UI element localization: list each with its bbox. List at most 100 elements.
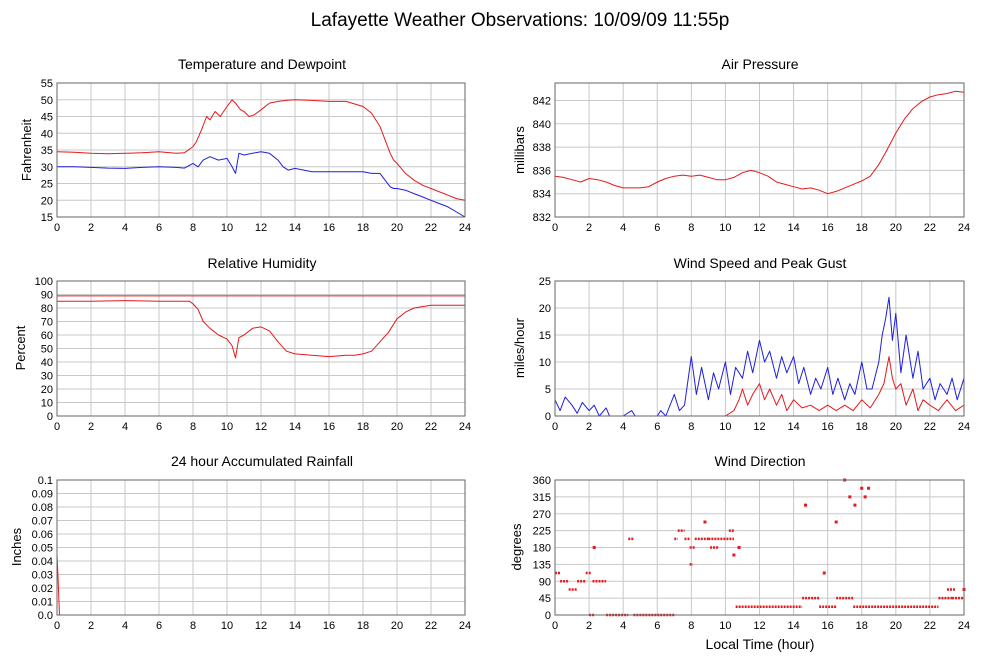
wind-xtick-label-5: 10	[719, 421, 731, 433]
direction-ytick-label-2: 90	[539, 576, 551, 588]
pressure-xtick-label-9: 18	[856, 222, 868, 234]
direction-frame	[554, 479, 965, 616]
temp-xtick-label-7: 14	[289, 222, 301, 234]
humidity-frame	[56, 280, 466, 417]
pressure-chart-ylabel: millibars	[512, 126, 527, 174]
rain-xtick-label-12: 24	[459, 620, 471, 632]
temp-ytick-label-1: 20	[41, 195, 53, 207]
temp-ytick-label-7: 50	[41, 95, 53, 107]
humidity-ytick-label-4: 40	[41, 357, 53, 369]
rain-xtick-label-2: 4	[122, 620, 128, 632]
rain-xtick-label-1: 2	[88, 620, 94, 632]
humidity-ytick-label-10: 100	[35, 276, 53, 288]
wind-ytick-label-1: 5	[545, 384, 551, 396]
wind-ytick-label-0: 0	[545, 411, 551, 423]
direction-xtick-label-0: 0	[552, 620, 558, 632]
wind-direction-chart-title: Wind Direction	[714, 453, 805, 469]
direction-point-3	[737, 546, 741, 549]
direction-xtick-label-9: 18	[856, 620, 868, 632]
pressure-xtick-label-6: 12	[753, 222, 765, 234]
pressure-ytick-label-2: 836	[533, 165, 551, 177]
humidity-xtick-label-9: 18	[357, 421, 369, 433]
rain-ytick-label-3: 0.03	[32, 570, 53, 582]
rain-ytick-label-0: 0.0	[38, 610, 53, 622]
temperature-chart-ylabel: Fahrenheit	[19, 119, 34, 182]
wind-xtick-label-2: 4	[620, 421, 626, 433]
rain-xtick-label-3: 6	[156, 620, 162, 632]
temp-xtick-label-1: 2	[88, 222, 94, 234]
temp-xtick-label-12: 24	[459, 222, 471, 234]
wind-xtick-label-10: 20	[890, 421, 902, 433]
direction-point-1	[703, 520, 707, 524]
pressure-xtick-label-8: 16	[822, 222, 834, 234]
direction-xtick-label-1: 2	[586, 620, 592, 632]
rain-xtick-label-10: 20	[391, 620, 403, 632]
direction-ytick-label-1: 45	[539, 593, 551, 605]
wind-xtick-label-3: 6	[654, 421, 660, 433]
wind-xtick-label-8: 16	[822, 421, 834, 433]
wind-xtick-label-0: 0	[552, 421, 558, 433]
temp-ytick-label-8: 55	[41, 78, 53, 90]
rain-ytick-label-8: 0.08	[32, 502, 53, 514]
wind-xtick-label-1: 2	[586, 421, 592, 433]
direction-xtick-label-4: 8	[688, 620, 694, 632]
direction-xtick-label-5: 10	[719, 620, 731, 632]
humidity-xtick-label-12: 24	[459, 421, 471, 433]
humidity-xtick-label-7: 14	[289, 421, 301, 433]
rain-ytick-label-5: 0.05	[32, 543, 53, 555]
wind-direction-chart: Wind Direction degrees 0 2 4 6 8 10 12 14 16 18 20…	[509, 453, 970, 632]
rainfall-chart-ylabel: Inches	[9, 527, 24, 566]
temp-ytick-label-0: 15	[41, 212, 53, 224]
wind-ytick-label-4: 20	[539, 303, 551, 315]
pressure-xtick-label-12: 24	[958, 222, 970, 234]
rain-ytick-label-9: 0.09	[32, 489, 53, 501]
pressure-xtick-label-4: 8	[688, 222, 694, 234]
pressure-xtick-label-1: 2	[586, 222, 592, 234]
humidity-xtick-label-6: 12	[255, 421, 267, 433]
temp-xtick-label-5: 10	[221, 222, 233, 234]
direction-xtick-label-8: 16	[822, 620, 834, 632]
humidity-ytick-label-3: 30	[41, 371, 53, 383]
direction-xtick-label-3: 6	[654, 620, 660, 632]
temp-xtick-label-9: 18	[357, 222, 369, 234]
pressure-frame	[554, 82, 965, 218]
pressure-chart: Air Pressure millibars 0 2 4 6 8 10 12 14 16 18 20…	[512, 56, 970, 234]
pressure-ytick-label-4: 840	[533, 119, 551, 131]
rain-xtick-label-0: 0	[54, 620, 60, 632]
wind-xtick-label-4: 8	[688, 421, 694, 433]
pressure-ytick-label-1: 834	[533, 189, 551, 201]
pressure-series-line-0	[554, 90, 965, 195]
wind-xtick-label-12: 24	[958, 421, 970, 433]
humidity-ytick-label-9: 90	[41, 290, 53, 302]
humidity-ytick-label-2: 20	[41, 384, 53, 396]
rain-xtick-label-9: 18	[357, 620, 369, 632]
temp-frame	[56, 82, 466, 218]
temp-ytick-label-4: 35	[41, 145, 53, 157]
rain-ytick-label-1: 0.01	[32, 597, 53, 609]
rain-xtick-label-5: 10	[221, 620, 233, 632]
humidity-ytick-label-0: 0	[47, 411, 53, 423]
direction-xtick-label-6: 12	[753, 620, 765, 632]
direction-ytick-label-0: 0	[545, 610, 551, 622]
rain-ytick-label-2: 0.02	[32, 583, 53, 595]
pressure-xtick-label-10: 20	[890, 222, 902, 234]
temp-xtick-label-10: 20	[391, 222, 403, 234]
humidity-xtick-label-1: 2	[88, 421, 94, 433]
direction-ytick-label-6: 270	[533, 509, 551, 521]
humidity-xtick-label-0: 0	[54, 421, 60, 433]
wind-series-line-0	[554, 296, 965, 417]
temp-ytick-label-2: 25	[41, 179, 53, 191]
wind-ytick-label-5: 25	[539, 276, 551, 288]
direction-point-10	[860, 486, 864, 490]
rain-xtick-label-6: 12	[255, 620, 267, 632]
rain-ytick-label-4: 0.04	[32, 556, 53, 568]
direction-point-9	[853, 503, 857, 507]
humidity-ytick-label-5: 50	[41, 344, 53, 356]
humidity-chart: Relative Humidity Percent 0 2 4 6 8 10 12 14 16 1…	[13, 255, 471, 433]
x-axis-label: Local Time (hour)	[706, 636, 815, 652]
direction-point-6	[834, 520, 838, 524]
direction-xtick-label-7: 14	[787, 620, 799, 632]
direction-point-4	[804, 503, 808, 507]
